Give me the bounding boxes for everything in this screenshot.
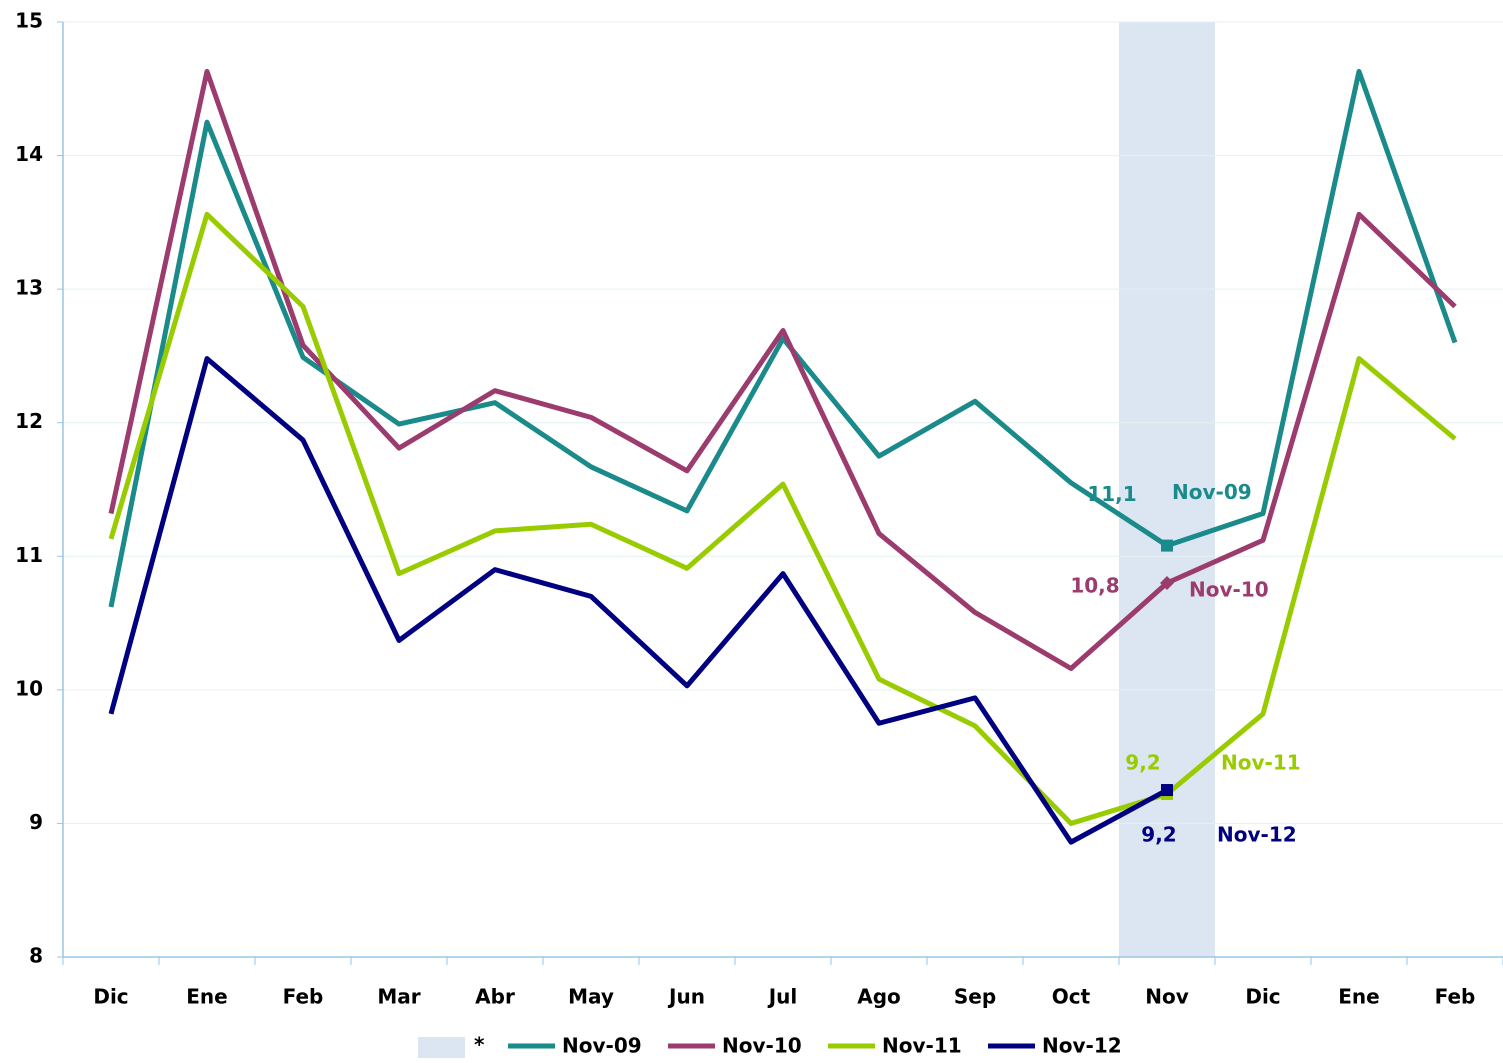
legend-label: Nov-09: [562, 1034, 642, 1058]
series-line: [108, 68, 1457, 671]
x-tick-label: Jul: [767, 985, 798, 1009]
x-tick-label: Ene: [1338, 985, 1379, 1009]
legend-label: *: [474, 1033, 485, 1057]
x-tick-label: Sep: [954, 985, 996, 1009]
x-tick-label: Mar: [377, 985, 420, 1009]
data-label: 11,1: [1087, 482, 1136, 506]
x-tick-label: Dic: [93, 985, 128, 1009]
series-label: Nov-11: [1221, 751, 1301, 775]
point-marker: [1160, 576, 1174, 590]
x-tick-label: Abr: [475, 985, 515, 1009]
series-line: [108, 211, 1457, 826]
point-marker: [1161, 539, 1173, 552]
series-label: Nov-10: [1189, 578, 1269, 602]
x-tick-label: Oct: [1052, 985, 1091, 1009]
data-label: 9,2: [1141, 823, 1176, 847]
x-tick-label: Dic: [1245, 985, 1280, 1009]
legend-swatch: [418, 1037, 465, 1058]
series-label: Nov-12: [1217, 823, 1297, 847]
y-tick-label: 11: [15, 543, 43, 567]
series-line: [108, 356, 1169, 845]
legend-label: Nov-12: [1042, 1034, 1122, 1058]
y-tick-label: 15: [15, 9, 43, 33]
x-tick-label: Jun: [667, 985, 705, 1009]
point-marker: [1161, 784, 1173, 797]
legend-label: Nov-10: [722, 1034, 802, 1058]
series-label: Nov-09: [1172, 480, 1252, 504]
data-label: 10,8: [1070, 574, 1119, 598]
x-tick-label: Ene: [186, 985, 227, 1009]
x-tick-label: Feb: [1435, 985, 1476, 1009]
x-tick-label: May: [568, 985, 614, 1009]
y-tick-label: 14: [15, 142, 43, 166]
y-tick-label: 13: [15, 276, 43, 300]
data-label: 9,2: [1125, 751, 1160, 775]
x-tick-label: Ago: [857, 985, 901, 1009]
y-tick-label: 9: [29, 810, 43, 834]
y-tick-label: 10: [15, 676, 43, 700]
x-tick-label: Feb: [283, 985, 324, 1009]
legend-label: Nov-11: [882, 1034, 962, 1058]
y-tick-label: 8: [29, 944, 43, 968]
highlight-band: [1119, 22, 1215, 957]
x-tick-label: Nov: [1145, 985, 1189, 1009]
y-tick-label: 12: [15, 409, 43, 433]
